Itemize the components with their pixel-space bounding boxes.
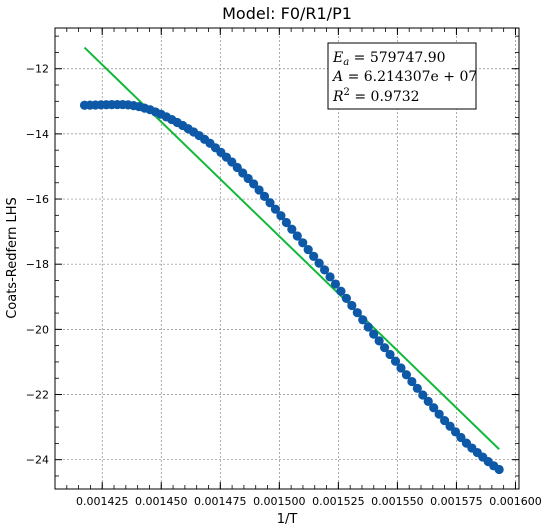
data-point — [407, 376, 417, 387]
annotation-a: A = 6.214307e + 07 — [331, 69, 477, 85]
x-tick-label: 0.001575 — [430, 495, 483, 508]
y-tick-label: −18 — [26, 258, 49, 271]
x-tick-label: 0.001475 — [194, 495, 247, 508]
data-point — [429, 403, 439, 413]
data-point — [401, 370, 412, 380]
ea-value: = 579747.90 — [349, 50, 445, 66]
data-point — [396, 363, 406, 373]
y-tick-labels: −24 −22 −20 −18 −16 −14 −12 — [26, 63, 49, 467]
a-label: A — [331, 69, 343, 85]
x-tick-labels: 0.001425 0.001450 0.001475 0.001500 0.001525… — [76, 495, 542, 508]
ea-label: E — [332, 50, 343, 66]
annotation-r2: R2 = 0.9732 — [332, 87, 420, 105]
x-axis-label: 1/T — [277, 512, 298, 527]
data-point — [325, 272, 335, 282]
data-point — [330, 279, 341, 289]
data-point — [363, 322, 373, 332]
data-point — [254, 185, 264, 195]
data-point — [374, 336, 384, 346]
a-value: = 6.214307e + 07 — [343, 69, 477, 85]
data-point — [287, 224, 297, 234]
annotation-ea: Ea = 579747.90 — [332, 50, 446, 68]
y-tick-label: −20 — [26, 323, 49, 336]
data-point — [418, 390, 428, 400]
data-point — [319, 265, 330, 275]
chart-title: Model: F0/R1/P1 — [222, 4, 352, 23]
data-point — [369, 329, 379, 339]
data-point — [341, 293, 351, 303]
y-axis-label: Coats-Redfern LHS — [5, 197, 20, 319]
r-value: = 0.9732 — [350, 89, 420, 105]
x-tick-label: 0.001525 — [312, 495, 365, 508]
data-point — [494, 464, 504, 475]
x-tick-label: 0.001600 — [489, 495, 542, 508]
y-tick-label: −16 — [26, 193, 49, 206]
data-point — [358, 315, 368, 325]
data-point — [390, 356, 401, 366]
axis-ticks — [54, 28, 519, 489]
data-point — [423, 396, 433, 406]
data-point — [379, 343, 390, 353]
x-tick-label: 0.001500 — [253, 495, 306, 508]
data-point — [336, 286, 346, 296]
data-points — [79, 99, 504, 475]
data-point — [303, 244, 313, 255]
data-point — [298, 238, 308, 248]
r-superscript: 2 — [344, 87, 350, 98]
grid-lines — [55, 28, 519, 489]
data-point — [434, 409, 444, 419]
data-point — [309, 251, 319, 261]
r-label: R — [332, 89, 344, 105]
data-point — [385, 349, 395, 360]
data-point — [440, 415, 450, 426]
data-point — [276, 211, 286, 221]
x-tick-label: 0.001425 — [76, 495, 129, 508]
y-tick-label: −24 — [26, 454, 49, 467]
x-tick-label: 0.001450 — [135, 495, 188, 508]
data-point — [314, 258, 324, 268]
plot-frame — [54, 27, 520, 490]
x-tick-label: 0.001550 — [371, 495, 424, 508]
fit-annotation: Ea = 579747.90 A = 6.214307e + 07 R2 = 0… — [327, 42, 477, 110]
data-point — [270, 204, 281, 214]
y-tick-label: −22 — [26, 389, 49, 402]
data-point — [412, 383, 422, 393]
y-tick-label: −14 — [26, 128, 49, 141]
data-point — [352, 308, 362, 318]
annotation-box — [327, 42, 477, 110]
data-point — [265, 198, 275, 208]
data-point — [281, 217, 291, 228]
data-point — [249, 179, 259, 189]
ea-subscript: a — [343, 57, 349, 68]
data-point — [347, 300, 357, 311]
data-point — [292, 231, 302, 241]
data-point — [259, 191, 270, 201]
y-tick-label: −12 — [26, 63, 49, 76]
